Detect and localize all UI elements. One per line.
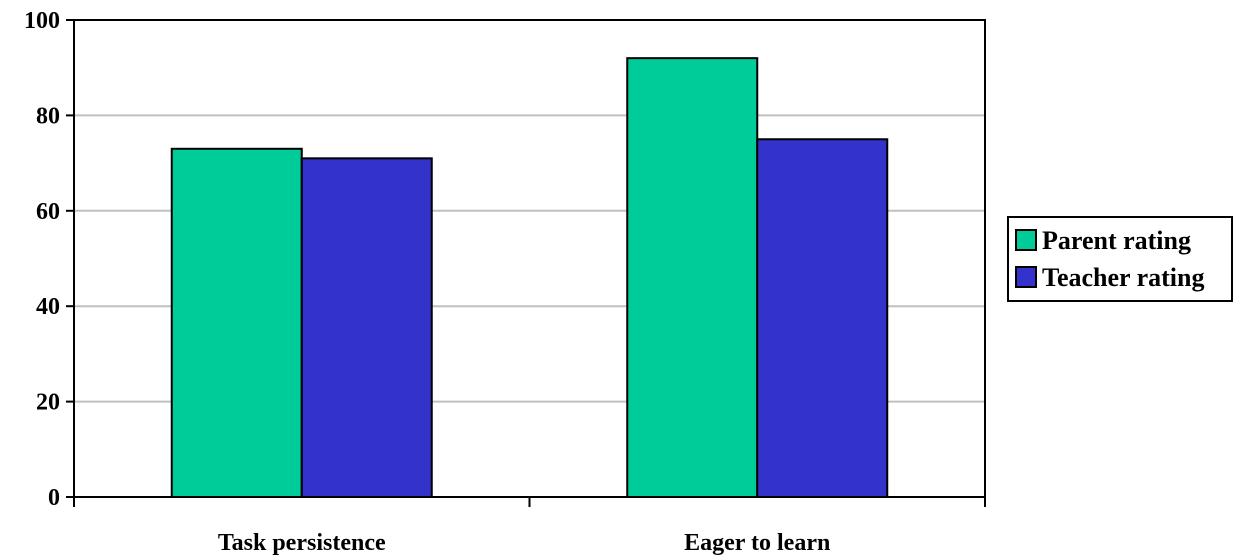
legend-label: Teacher rating xyxy=(1042,263,1205,292)
x-category-label: Task persistence xyxy=(218,530,386,556)
bars xyxy=(170,57,889,499)
bar-parent-rating xyxy=(626,57,759,498)
legend-box xyxy=(1007,216,1233,302)
y-tick-label: 80 xyxy=(36,103,60,129)
y-tick-label: 60 xyxy=(36,199,60,225)
y-tick-label: 0 xyxy=(48,485,60,511)
legend-swatch xyxy=(1015,266,1037,288)
y-tick-label: 40 xyxy=(36,294,60,320)
bar-teacher-rating xyxy=(756,138,889,498)
legend: Parent rating Teacher rating xyxy=(1007,216,1233,302)
x-category-label: Eager to learn xyxy=(684,530,830,556)
y-tick-label: 20 xyxy=(36,390,60,416)
y-tick-label: 100 xyxy=(24,8,60,34)
legend-swatch xyxy=(1015,229,1037,251)
bar-parent-rating xyxy=(170,147,303,498)
y-axis-ticks: 0 20 40 60 80 100 xyxy=(24,8,74,511)
x-axis-ticks: Task persistence Eager to learn xyxy=(73,497,986,556)
bar-teacher-rating xyxy=(300,157,433,499)
legend-label: Parent rating xyxy=(1042,226,1191,255)
